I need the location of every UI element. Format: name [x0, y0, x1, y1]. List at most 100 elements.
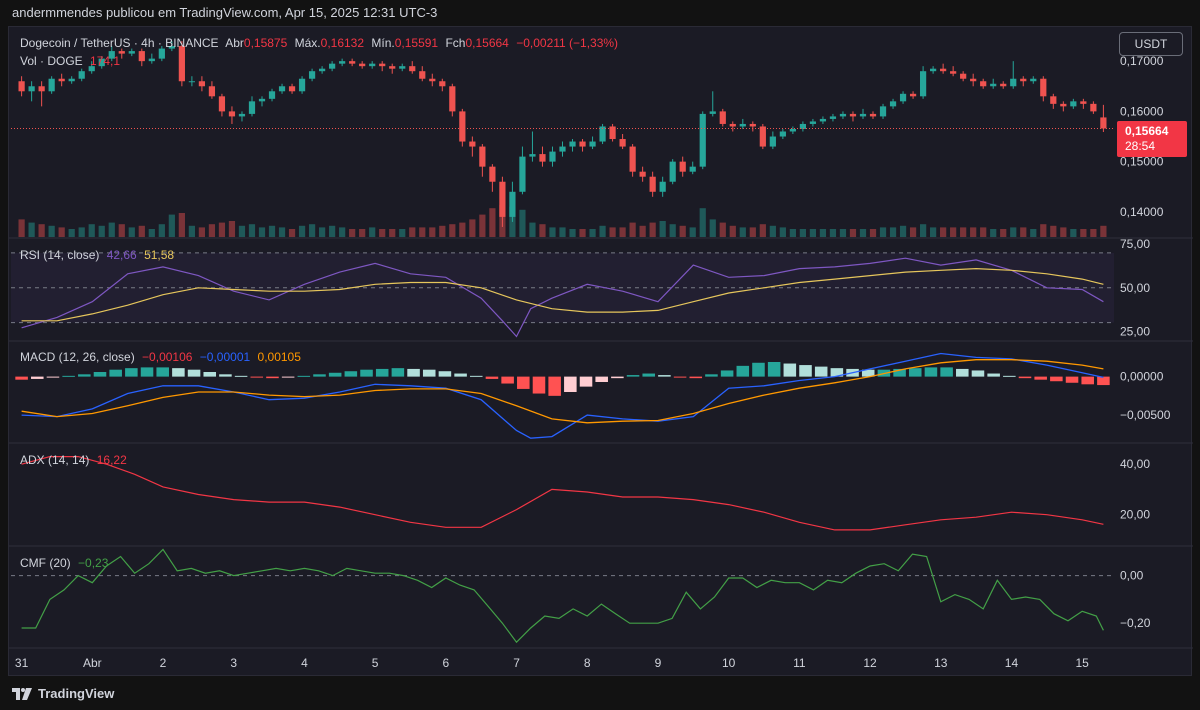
candle-body — [158, 48, 165, 59]
macd-histogram-bar — [46, 376, 60, 378]
volume-bar — [990, 229, 997, 237]
macd-histogram-bar — [281, 376, 295, 378]
volume-bar — [1010, 227, 1017, 237]
macd-histogram-bar — [454, 373, 467, 377]
macd-histogram-bar — [924, 367, 938, 377]
macd-title: MACD (12, 26, close) — [20, 350, 135, 364]
macd-histogram-bar — [642, 373, 656, 377]
macd-histogram-bar — [156, 367, 169, 377]
volume-bar — [399, 229, 406, 237]
candle-body — [399, 66, 406, 69]
volume-bar — [168, 214, 175, 237]
candle-body — [1040, 78, 1047, 97]
volume-bar — [579, 229, 586, 237]
volume-bar — [960, 227, 967, 237]
candle-body — [369, 63, 376, 67]
volume-bar — [439, 225, 446, 237]
macd-histogram-bar — [109, 369, 122, 377]
macd-histogram-bar — [62, 375, 75, 377]
time-axis-tick: 3 — [230, 656, 237, 670]
macd-histogram-bar — [1018, 376, 1032, 379]
candle-body — [1060, 103, 1067, 107]
rsi-axis-tick: 25,00 — [1120, 324, 1150, 338]
candle-body — [769, 136, 776, 147]
main-legend: Dogecoin / TetherUS · 4h · BINANCE Abr0,… — [20, 36, 622, 50]
legend-symbol: Dogecoin / TetherUS · 4h · BINANCE — [20, 36, 219, 50]
tradingview-logo[interactable]: TradingView — [12, 686, 114, 701]
candle-body — [1050, 96, 1057, 104]
rsi-axis-tick: 75,00 — [1120, 237, 1150, 251]
candle-body — [479, 146, 486, 167]
volume-bar — [128, 227, 135, 237]
chart-canvas[interactable]: 0,170000,160000,150000,1400075,0050,0025… — [9, 27, 1193, 677]
candle-body — [18, 81, 25, 92]
candle-body — [779, 131, 786, 137]
candle-body — [950, 71, 957, 74]
volume-bar — [549, 227, 556, 237]
candle-body — [389, 66, 396, 69]
candle-body — [1030, 78, 1037, 82]
volume-bar — [409, 227, 416, 237]
volume-bar — [980, 227, 987, 237]
candle-body — [869, 113, 877, 117]
volume-bar — [769, 225, 776, 237]
volume-bar — [1090, 229, 1097, 237]
volume-bar — [899, 225, 907, 237]
candle-body — [449, 86, 456, 112]
candle-countdown: 28:54 — [1125, 139, 1156, 153]
time-axis-tick: 8 — [584, 656, 591, 670]
candle-body — [28, 86, 35, 92]
rsi-legend: RSI (14, close) 42,66 51,58 — [20, 248, 178, 262]
volume-bar — [208, 224, 216, 237]
macd-histogram-bar — [15, 376, 28, 380]
legend-open-value: 0,15875 — [243, 36, 288, 50]
volume-bar — [930, 227, 937, 237]
time-axis-tick: 31 — [15, 656, 29, 670]
volume-bar — [429, 227, 436, 237]
macd-legend: MACD (12, 26, close) −0,00106 −0,00001 0… — [20, 350, 305, 364]
candle-body — [499, 181, 506, 217]
volume-bar — [629, 222, 636, 237]
macd-histogram-bar — [720, 370, 734, 377]
candle-body — [238, 113, 246, 117]
macd-histogram-bar — [1081, 376, 1094, 385]
volume-bar — [329, 225, 336, 237]
volume-bar — [188, 225, 195, 237]
volume-bar — [1070, 229, 1077, 237]
candle-body — [1000, 83, 1007, 87]
macd-histogram-bar — [1003, 375, 1016, 377]
macd-histogram-bar — [172, 368, 185, 377]
candle-body — [48, 78, 55, 92]
candle-body — [198, 81, 206, 87]
macd-hist-value: −0,00106 — [142, 350, 193, 364]
volume-bar — [789, 229, 796, 237]
volume-bar — [68, 229, 75, 237]
macd-histogram-bar — [219, 374, 232, 377]
macd-histogram-bar — [908, 368, 922, 377]
candle-body — [980, 81, 987, 87]
candle-body — [509, 191, 516, 217]
volume-bar — [649, 222, 656, 237]
macd-histogram-bar — [501, 376, 514, 384]
volume-bar — [258, 227, 266, 237]
volume-bar — [158, 224, 165, 237]
chart-frame[interactable]: 0,17000 0,16000 0,15000 0,14000 75,00 50,00 25… — [8, 26, 1193, 677]
time-axis-tick: 5 — [372, 656, 379, 670]
candle-body — [579, 141, 586, 147]
volume-bar — [359, 229, 366, 237]
volume-bar — [98, 225, 105, 237]
volume-bar — [349, 229, 356, 237]
time-axis-tick: 10 — [722, 656, 736, 670]
candle-body — [298, 78, 306, 92]
legend-high-value: 0,16132 — [320, 36, 365, 50]
tradingview-logo-text: TradingView — [38, 686, 115, 701]
volume-bar — [669, 224, 676, 237]
candle-body — [829, 116, 837, 119]
macd-histogram-bar — [689, 376, 703, 379]
volume-bar — [1100, 225, 1107, 237]
candle-body — [729, 123, 736, 127]
volume-bar — [38, 224, 45, 237]
volume-bar — [529, 222, 536, 237]
volume-bar — [288, 229, 296, 237]
currency-button[interactable]: USDT — [1119, 32, 1183, 56]
